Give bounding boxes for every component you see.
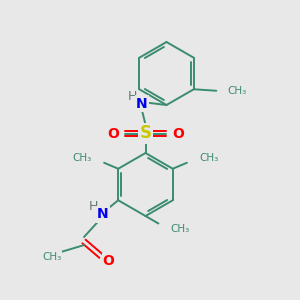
Text: O: O: [172, 127, 184, 140]
Text: H: H: [128, 90, 137, 104]
Text: CH₃: CH₃: [170, 224, 190, 234]
Text: N: N: [136, 97, 147, 110]
Text: CH₃: CH₃: [200, 153, 219, 163]
Text: CH₃: CH₃: [42, 251, 62, 262]
Text: O: O: [103, 254, 115, 268]
Text: CH₃: CH₃: [228, 86, 247, 96]
Text: H: H: [88, 200, 98, 214]
Text: S: S: [140, 124, 152, 142]
Text: N: N: [97, 208, 108, 221]
Text: O: O: [107, 127, 119, 140]
Text: CH₃: CH₃: [72, 153, 91, 163]
